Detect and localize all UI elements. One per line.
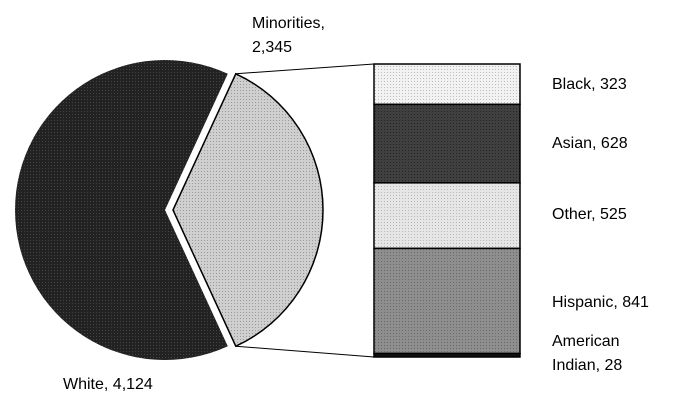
label-minorities-line1: Minorities, [252,15,325,32]
bar-segment-american-indian [373,352,521,358]
bar-segment-hispanic [373,247,521,355]
pie-slice-white [15,59,228,361]
connector-line-top [235,63,375,75]
label-other: Other, 525 [552,206,627,223]
bar-segment-other [373,182,521,250]
label-white: White, 4,124 [63,376,153,393]
pie-slice-minorities [172,72,324,348]
stacked-bar [373,63,521,358]
label-black: Black, 323 [552,76,627,93]
label-minorities-line2: 2,345 [252,39,292,56]
connector-line-bottom [235,345,375,358]
label-american-indian-line1: American [552,333,620,350]
bar-segment-asian [373,103,521,184]
label-asian: Asian, 628 [552,135,628,152]
label-american-indian-line2: Indian, 28 [552,357,622,374]
bar-segment-black [373,63,521,106]
label-hispanic: Hispanic, 841 [552,294,649,311]
